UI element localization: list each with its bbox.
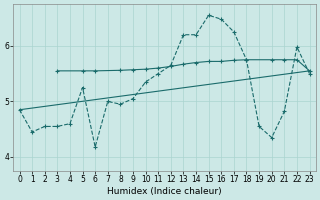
X-axis label: Humidex (Indice chaleur): Humidex (Indice chaleur) bbox=[107, 187, 222, 196]
